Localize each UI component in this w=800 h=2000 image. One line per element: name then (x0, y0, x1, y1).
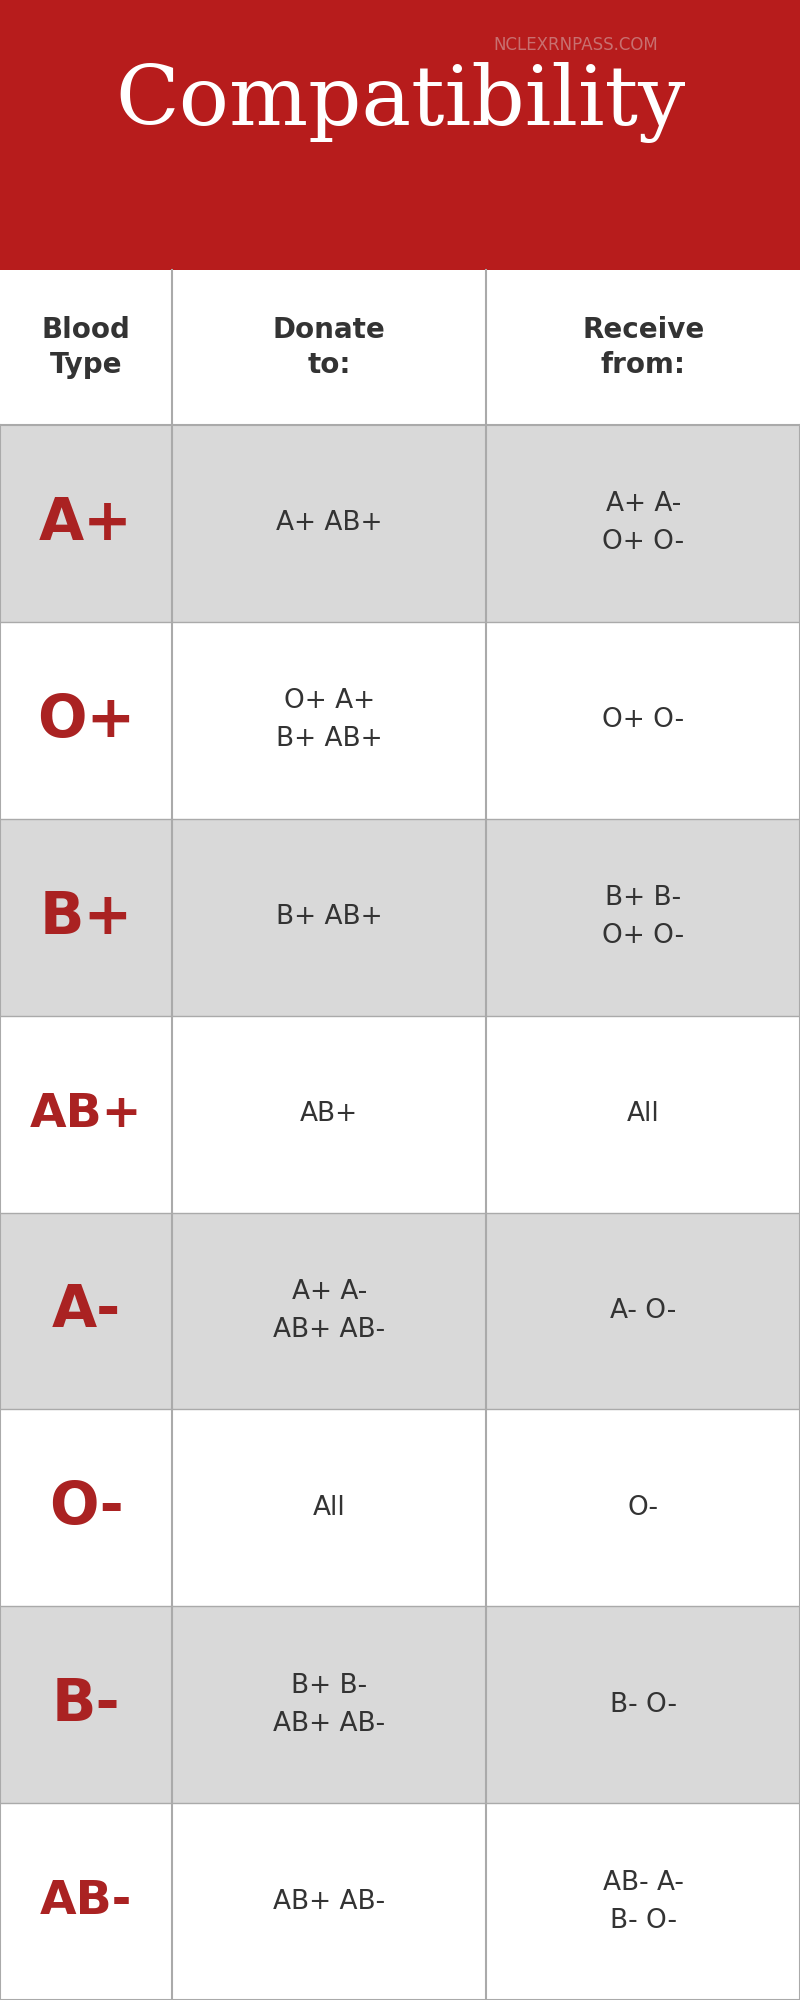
Text: AB- A-
B- O-: AB- A- B- O- (602, 1870, 684, 1934)
Text: All: All (627, 1102, 659, 1128)
Text: O-: O- (49, 1480, 123, 1536)
Text: B- O-: B- O- (610, 1692, 677, 1718)
Text: Donate
to:: Donate to: (273, 316, 386, 380)
Bar (0, 818, 800, 1016)
Text: NCLEXRNPASS.COM: NCLEXRNPASS.COM (494, 36, 658, 54)
Text: A-: A- (51, 1282, 121, 1340)
Text: B-: B- (52, 1676, 120, 1734)
Text: AB+: AB+ (30, 1092, 142, 1136)
Text: A+: A+ (39, 494, 133, 552)
Text: A+ A-
O+ O-: A+ A- O+ O- (602, 492, 684, 556)
Text: O+ O-: O+ O- (602, 708, 684, 734)
Text: All: All (313, 1494, 346, 1520)
Text: O+: O+ (37, 692, 135, 748)
Text: B+ B-
AB+ AB-: B+ B- AB+ AB- (273, 1672, 386, 1736)
Text: A+ A-
AB+ AB-: A+ A- AB+ AB- (273, 1278, 386, 1342)
Bar (0, 0, 800, 270)
Text: A+ AB+: A+ AB+ (276, 510, 382, 536)
Text: AB-: AB- (40, 1880, 132, 1924)
Bar (0, 426, 800, 622)
Text: B+ B-
O+ O-: B+ B- O+ O- (602, 886, 684, 950)
Bar (0, 1212, 800, 1410)
Text: B+: B+ (39, 888, 133, 946)
Bar (0, 1016, 800, 1212)
Text: AB+ AB-: AB+ AB- (273, 1888, 386, 1914)
Bar (0, 270, 800, 426)
Text: O+ A+
B+ AB+: O+ A+ B+ AB+ (276, 688, 382, 752)
Text: AB+: AB+ (300, 1102, 358, 1128)
Text: A- O-: A- O- (610, 1298, 676, 1324)
Text: Compatibility: Compatibility (115, 62, 685, 144)
Bar (0, 1606, 800, 1804)
Text: O-: O- (628, 1494, 658, 1520)
Bar (0, 1804, 800, 2000)
Bar (0, 622, 800, 818)
Text: Receive
from:: Receive from: (582, 316, 704, 380)
Bar (0, 1410, 800, 1606)
Text: Blood
Type: Blood Type (42, 316, 130, 380)
Text: B+ AB+: B+ AB+ (276, 904, 382, 930)
